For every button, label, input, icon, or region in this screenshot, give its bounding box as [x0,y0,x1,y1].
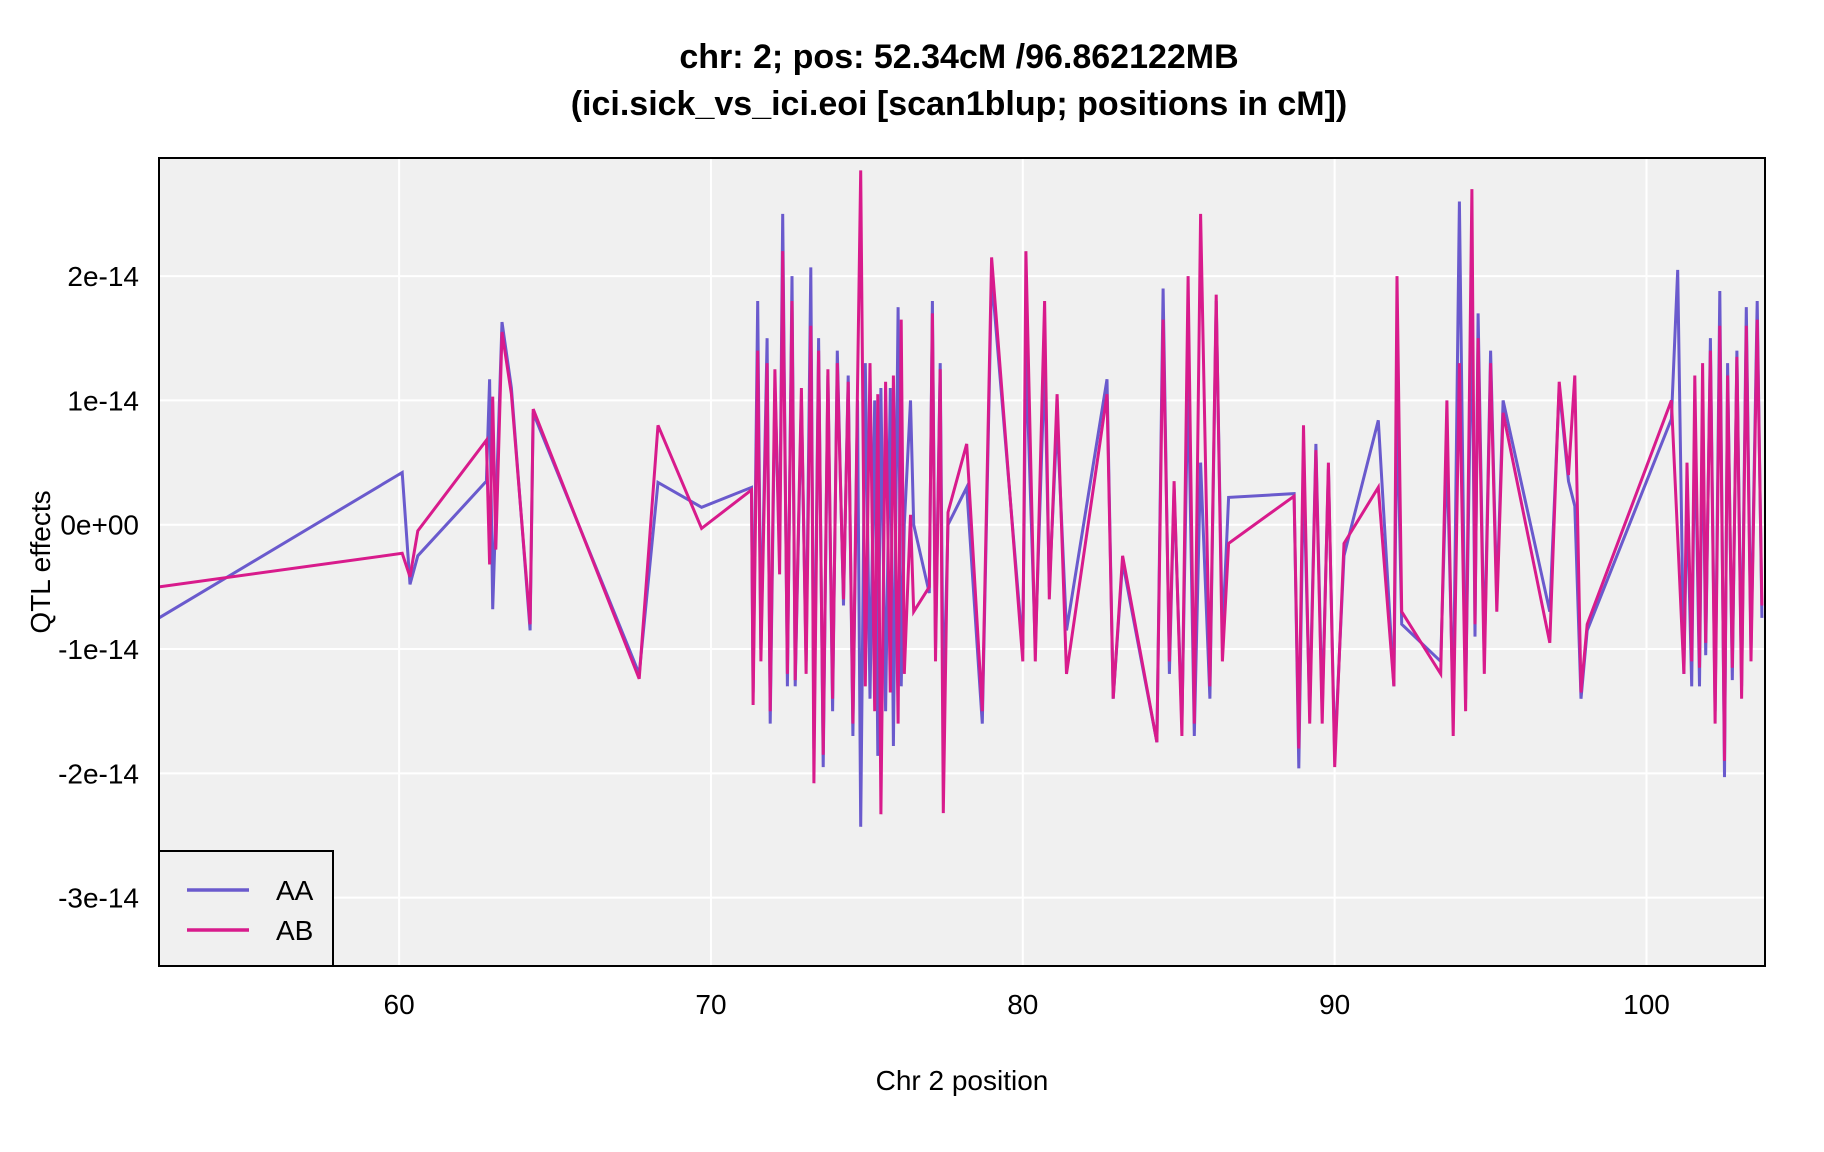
x-tick-label: 90 [1319,989,1350,1020]
y-tick-label: -1e-14 [58,634,139,665]
legend-box [158,850,334,967]
y-axis-label: QTL effects [25,490,56,633]
chart-title: chr: 2; pos: 52.34cM /96.862122MB [679,38,1238,76]
legend: AA AB [158,850,334,967]
series-layer [159,170,1764,827]
y-tick-label: 2e-14 [67,261,139,292]
y-axis-ticks: -3e-14 -2e-14 -1e-14 0e+00 1e-14 2e-14 [58,261,139,914]
x-axis-label: Chr 2 position [876,1065,1049,1096]
x-tick-label: 80 [1007,989,1038,1020]
plot-frame [158,157,1766,967]
chart-subtitle: (ici.sick_vs_ici.eoi [scan1blup; positio… [571,85,1348,123]
x-axis-ticks: 60 70 80 90 100 [384,989,1670,1020]
legend-label-aa: AA [276,875,314,906]
x-tick-label: 70 [695,989,726,1020]
y-tick-label: 1e-14 [67,385,139,416]
legend-label-ab: AB [276,915,313,946]
y-tick-label: 0e+00 [60,510,139,541]
x-tick-label: 100 [1623,989,1670,1020]
y-tick-label: -2e-14 [58,758,139,789]
y-tick-label: -3e-14 [58,883,139,914]
series-line-ab [159,170,1764,815]
x-tick-label: 60 [384,989,415,1020]
